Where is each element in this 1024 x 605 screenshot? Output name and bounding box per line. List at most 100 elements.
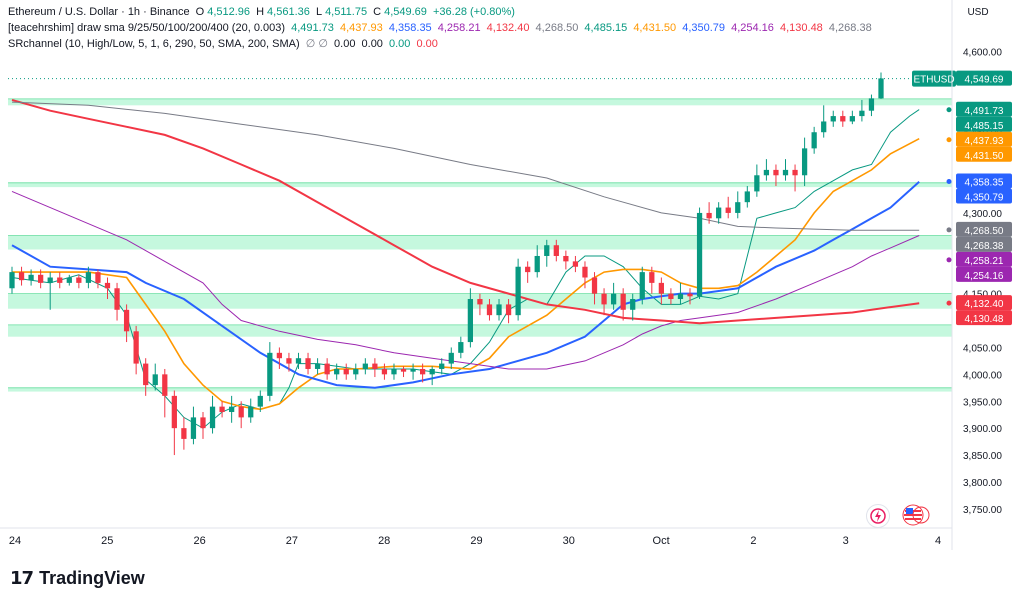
price-tag-label: 4,485.15 [965,121,1004,132]
candle-body [744,191,750,203]
time-tick-label: 30 [563,535,575,547]
high-label: H [256,6,265,18]
candle [324,358,330,380]
price-tag-bg [956,236,1012,252]
candle [286,352,292,372]
price-tick-label: 3,750.00 [963,505,1002,516]
time-tick-label: 24 [9,535,21,547]
price-tag-bg [956,266,1012,282]
tradingview-mark-icon: 17 [10,568,34,589]
candle [534,245,540,278]
candle [95,269,101,289]
srchannel-indicator-name[interactable]: SRchannel (10, High/Low, 5, 1, 6, 290, 5… [8,38,300,50]
candle [123,304,130,343]
candle [544,239,550,267]
candle [639,266,645,305]
candle-body [840,116,846,122]
candle-body [467,299,473,343]
candle-body [286,358,292,364]
candle [553,239,559,262]
price-tick-label: 3,850.00 [963,451,1002,462]
sma-value: 4,350.79 [682,22,726,34]
candle [439,358,445,375]
candle [467,288,473,348]
price-tag-dot [946,107,952,113]
candle-body [343,368,349,375]
candle-body [57,277,63,283]
candle [353,363,359,380]
candle-body [47,277,53,283]
candle-body [209,406,216,429]
candle-body [334,368,340,375]
sma-indicator-name[interactable]: [teacehrshim] draw sma 9/25/50/100/200/4… [8,22,286,34]
candle [630,293,636,321]
candle-body [66,277,72,283]
sma-value: 4,437.93 [339,22,383,34]
candle-body [773,169,779,176]
price-tag-dot [946,257,952,263]
sma25-line [12,137,920,411]
candle [505,299,512,324]
candle [18,266,25,286]
candle [763,159,770,181]
sma-value: 4,431.50 [633,22,677,34]
us-flag-icon[interactable] [902,504,930,526]
low-value: 4,511.75 [325,6,368,18]
candle [687,288,693,305]
candle-body [114,288,120,310]
symbol-title[interactable]: Ethereum / U.S. Dollar · 1h · Binance [8,6,190,18]
candle [782,159,789,181]
time-tick-label: 3 [843,535,849,547]
candle [496,299,502,321]
price-tick-label: 4,600.00 [963,48,1002,59]
price-tag-label: 4,350.79 [965,193,1004,204]
price-tag-bg [956,101,1012,117]
price-tag-bg [956,70,1012,86]
candle-body [505,304,512,316]
candle [257,390,263,413]
candle-body [229,406,235,413]
price-tag-bg [956,173,1012,189]
time-tick-label: 29 [470,535,482,547]
candle [859,99,865,122]
candle-body [267,352,273,396]
candle [219,401,225,418]
price-tick-label: 3,800.00 [963,478,1002,489]
candle-body [18,272,25,281]
candle [171,390,177,456]
candle [840,110,846,127]
symbol-tag-bg [912,70,956,87]
candle [104,277,111,300]
candle [200,412,206,439]
candle-body [696,212,703,297]
candle [381,363,388,380]
close-label: C [373,6,382,18]
candle [133,325,139,375]
candle-body [324,363,330,375]
candle [9,266,15,294]
candle-body [706,212,712,219]
candle [372,358,378,378]
candle [410,363,416,380]
candle-body [381,368,388,375]
candle [295,352,302,369]
candle-body [372,363,378,369]
candle-body [181,428,187,439]
sma200-line [11,98,920,325]
srchannel-value: 0.00 [389,38,411,50]
candle [114,282,120,321]
currency-selector[interactable]: USD [958,4,998,22]
candle [76,274,82,289]
candle [181,417,187,450]
lightning-bolt-icon[interactable] [866,504,890,528]
candle-body [716,207,722,219]
time-axis: 24 25 26 27 28 29 30 Oct 2 3 4 [0,527,952,547]
candle [38,269,44,289]
time-tick-label: 2 [750,535,756,547]
srchannel-empty-symbols: ∅ ∅ [305,38,328,50]
candle [725,196,731,219]
candle [601,288,607,316]
